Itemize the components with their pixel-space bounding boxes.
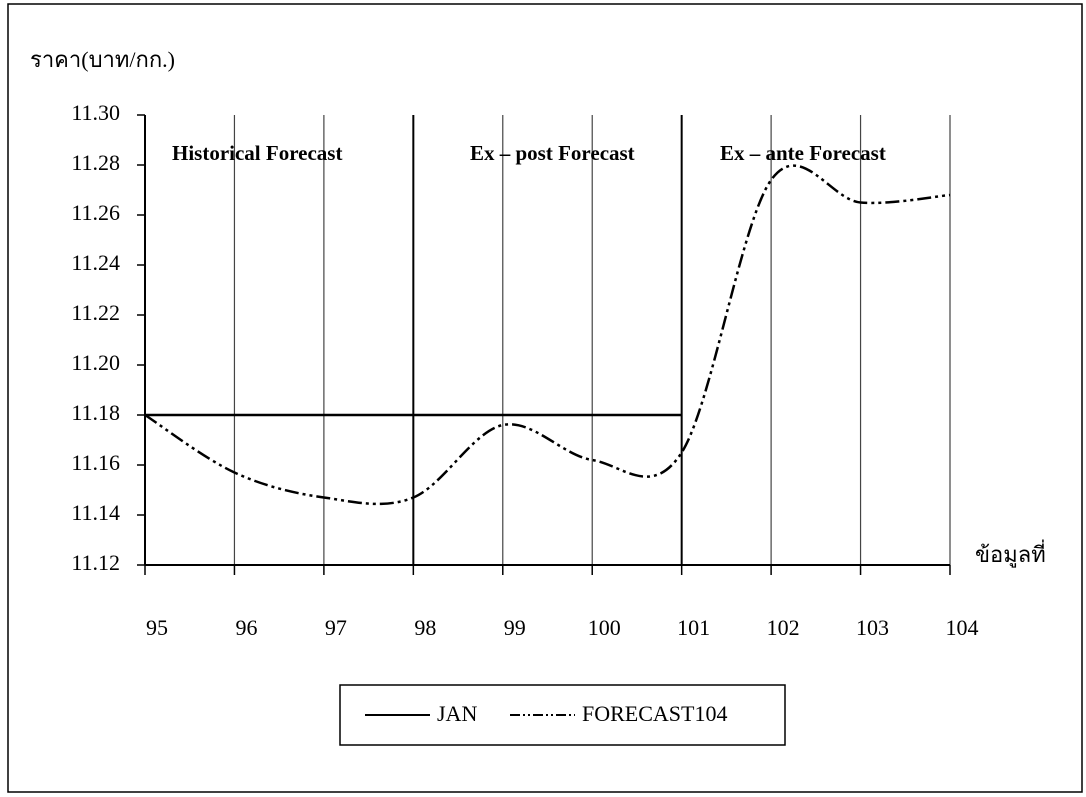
- y-tick-label: 11.24: [71, 250, 120, 275]
- x-tick-label: 100: [588, 615, 621, 640]
- x-tick-label: 95: [146, 615, 168, 640]
- x-axis-title: ข้อมูลที่: [975, 539, 1046, 568]
- y-tick-label: 11.16: [71, 450, 120, 475]
- legend-label: JAN: [437, 701, 477, 726]
- legend-label: FORECAST104: [582, 701, 727, 726]
- annotation: Historical Forecast: [172, 141, 342, 165]
- y-tick-label: 11.26: [71, 200, 120, 225]
- y-tick-label: 11.20: [71, 350, 120, 375]
- x-tick-label: 101: [677, 615, 710, 640]
- x-tick-label: 103: [856, 615, 889, 640]
- y-axis-title: ราคา(บาท/กก.): [30, 47, 175, 72]
- x-tick-label: 96: [235, 615, 257, 640]
- y-tick-label: 11.28: [71, 150, 120, 175]
- y-tick-label: 11.30: [71, 100, 120, 125]
- y-tick-label: 11.14: [71, 500, 120, 525]
- x-tick-label: 97: [325, 615, 347, 640]
- y-tick-label: 11.22: [71, 300, 120, 325]
- y-tick-label: 11.18: [71, 400, 120, 425]
- x-tick-label: 102: [767, 615, 800, 640]
- annotation: Ex – ante Forecast: [720, 141, 886, 165]
- chart-frame: [8, 4, 1082, 792]
- chart: ราคา(บาท/กก.) ข้อมูลที่ 11.12 11.14 11.16 1…: [0, 0, 1086, 797]
- x-tick-label: 99: [504, 615, 526, 640]
- y-tick-label: 11.12: [71, 550, 120, 575]
- annotation: Ex – post Forecast: [470, 141, 635, 165]
- x-tick-label: 98: [414, 615, 436, 640]
- series-line: [145, 166, 950, 504]
- x-tick-label: 104: [946, 615, 979, 640]
